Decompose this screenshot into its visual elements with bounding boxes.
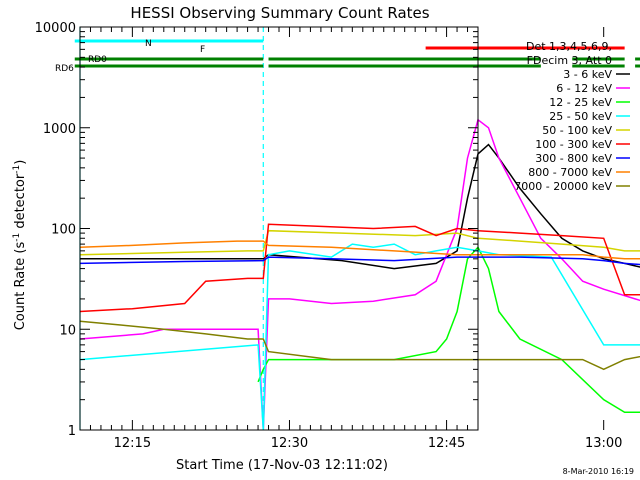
legend-header: FDecim 3, Att 0: [527, 54, 612, 67]
series-line: [79, 256, 640, 266]
legend-label: 800 - 7000 keV: [528, 166, 612, 179]
flag-label: F: [200, 45, 205, 55]
y-tick-label: 1: [68, 424, 76, 439]
x-tick-label: 12:30: [271, 436, 308, 451]
chart-title: HESSI Observing Summary Count Rates: [130, 4, 429, 22]
y-tick-label: 1000: [43, 122, 76, 137]
y-axis-label-sup1: -1: [12, 233, 22, 242]
series-line: [79, 243, 640, 431]
y-axis-label-end: ): [13, 160, 28, 165]
legend-label: 6 - 12 keV: [556, 82, 612, 95]
y-axis-label: Count Rate (s-1 detector-1): [12, 160, 28, 331]
legend-label: 25 - 50 keV: [549, 110, 612, 123]
y-tick-label: 10000: [35, 21, 76, 36]
flag-label: RD0: [88, 55, 107, 65]
legend-label: 300 - 800 keV: [535, 152, 612, 165]
legend-header: Det 1,3,4,5,6,9,: [526, 40, 612, 53]
series-line: [80, 143, 640, 270]
legend-label: 7000 - 20000 keV: [514, 180, 612, 193]
series-line: [79, 229, 640, 256]
series-line: [79, 240, 640, 260]
flag-label: N: [145, 39, 152, 49]
series-line: [79, 223, 640, 313]
series-line: [257, 245, 640, 414]
legend-label: 12 - 25 keV: [549, 96, 612, 109]
y-axis-label-mid: detector: [13, 173, 28, 233]
y-tick-label: 100: [51, 223, 76, 238]
y-axis-label-main: Count Rate (s: [13, 242, 28, 331]
y-axis-label-sup2: -1: [12, 165, 22, 174]
legend-label: 3 - 6 keV: [563, 68, 612, 81]
legend-label: 100 - 300 keV: [535, 138, 612, 151]
legend: Det 1,3,4,5,6,9,FDecim 3, Att 03 - 6 keV…: [514, 40, 630, 193]
legend-label: 50 - 100 keV: [542, 124, 612, 137]
y-tick-label: 10: [59, 323, 76, 338]
x-tick-label: 12:45: [428, 436, 465, 451]
x-tick-label: 13:00: [585, 436, 622, 451]
plot-area: N F RD0 RD6 1 10 100 1000 10000 12:15 12:30 12:45 13…: [35, 21, 640, 451]
flag-label: RD6: [55, 64, 74, 74]
series-line: [79, 320, 640, 371]
footer-timestamp: 8-Mar-2010 16:19: [563, 467, 634, 476]
x-axis-label: Start Time (17-Nov-03 12:11:02): [176, 458, 388, 473]
x-tick-label: 12:15: [114, 436, 151, 451]
